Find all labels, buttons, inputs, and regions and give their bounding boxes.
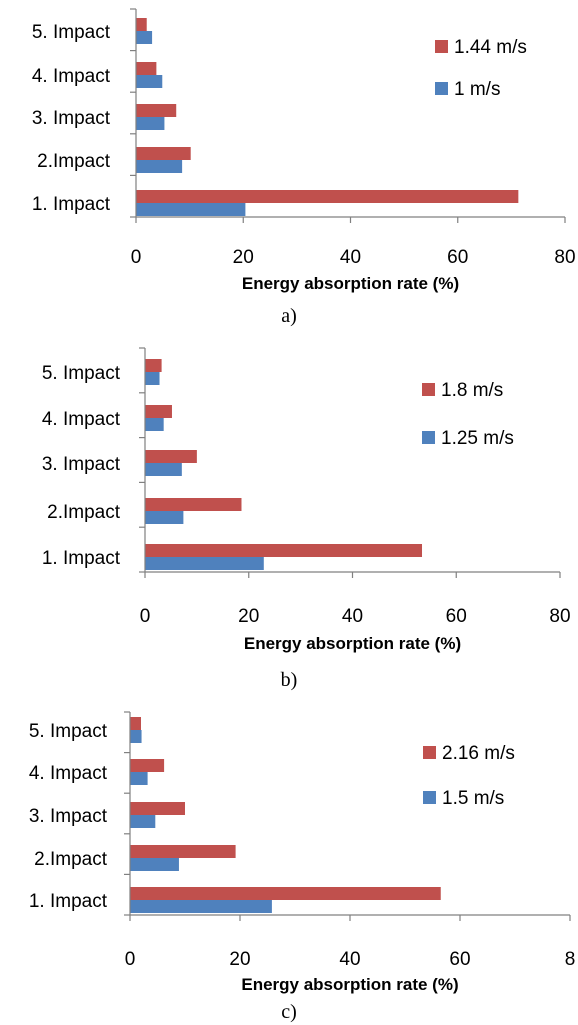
bar-1-s2-c5: [136, 31, 153, 44]
bar-2-s2-c5: [145, 372, 160, 385]
bar-2-s1-c4: [145, 405, 172, 418]
legend-swatch-1-2: [435, 82, 448, 95]
bar-3-s1-c4: [130, 759, 165, 772]
panel-caption-1: a): [281, 305, 297, 327]
category-label-1-3: 3. Impact: [32, 108, 111, 129]
x-tick-label-2-4: 80: [549, 606, 570, 627]
category-label-1-4: 4. Impact: [32, 66, 111, 87]
bar-3-s1-c5: [130, 717, 141, 730]
category-label-3-4: 4. Impact: [29, 763, 108, 784]
category-label-2-5: 5. Impact: [42, 363, 121, 384]
x-axis-title-2: Energy absorption rate (%): [244, 634, 461, 653]
bar-1-s2-c1: [136, 203, 246, 216]
bar-2-s1-c5: [145, 359, 162, 372]
legend-label-1-2: 1 m/s: [454, 79, 500, 100]
panel-caption-3: c): [281, 1001, 297, 1023]
category-label-3-2: 2.Impact: [34, 849, 108, 870]
category-label-1-2: 2.Impact: [37, 151, 111, 172]
x-tick-label-3-2: 40: [339, 949, 360, 970]
category-label-1-1: 1. Impact: [32, 194, 111, 215]
category-label-3-3: 3. Impact: [29, 806, 108, 827]
bar-2-s1-c3: [145, 450, 197, 463]
bar-3-s2-c1: [130, 900, 272, 913]
x-tick-label-1-3: 60: [447, 247, 468, 268]
bar-3-s1-c3: [130, 802, 185, 815]
bar-3-s1-c1: [130, 887, 441, 900]
legend-label-3-1: 2.16 m/s: [442, 743, 515, 764]
bar-3-s2-c2: [130, 858, 179, 871]
x-tick-label-2-2: 40: [342, 606, 363, 627]
x-axis-title-1: Energy absorption rate (%): [242, 274, 459, 293]
bar-2-s2-c3: [145, 463, 182, 476]
bar-1-s1-c1: [136, 190, 519, 203]
bar-3-s1-c2: [130, 845, 236, 858]
bar-1-s2-c3: [136, 117, 165, 130]
bar-1-s2-c2: [136, 160, 183, 173]
bar-2-s2-c4: [145, 418, 164, 431]
x-tick-label-3-3: 60: [449, 949, 470, 970]
legend-label-2-2: 1.25 m/s: [441, 428, 514, 449]
bar-1-s1-c2: [136, 147, 191, 160]
x-tick-label-1-0: 0: [131, 247, 142, 268]
legend-swatch-3-2: [423, 791, 436, 804]
legend-label-1-1: 1.44 m/s: [454, 37, 527, 58]
legend-swatch-3-1: [423, 746, 436, 759]
x-axis-title-3: Energy absorption rate (%): [241, 975, 458, 994]
x-tick-label-2-3: 60: [446, 606, 467, 627]
category-label-3-5: 5. Impact: [29, 721, 108, 742]
bar-3-s2-c3: [130, 815, 156, 828]
category-label-1-5: 5. Impact: [32, 22, 111, 43]
legend-swatch-2-1: [422, 383, 435, 396]
category-label-2-1: 1. Impact: [42, 548, 121, 569]
x-tick-label-2-1: 20: [238, 606, 259, 627]
x-tick-label-3-1: 20: [229, 949, 250, 970]
x-tick-label-3-0: 0: [125, 949, 136, 970]
legend-label-2-1: 1.8 m/s: [441, 380, 503, 401]
bar-2-s2-c2: [145, 511, 184, 524]
bar-1-s1-c5: [136, 18, 147, 31]
x-tick-label-1-2: 40: [340, 247, 361, 268]
category-label-2-3: 3. Impact: [42, 454, 121, 475]
x-tick-label-1-1: 20: [233, 247, 254, 268]
legend-swatch-2-2: [422, 431, 435, 444]
x-tick-label-2-0: 0: [140, 606, 151, 627]
panel-caption-2: b): [281, 669, 298, 691]
bar-3-s2-c5: [130, 730, 142, 743]
category-label-3-1: 1. Impact: [29, 891, 108, 912]
category-label-2-2: 2.Impact: [47, 502, 121, 523]
bar-1-s1-c4: [136, 62, 157, 75]
category-label-2-4: 4. Impact: [42, 409, 121, 430]
legend-label-3-2: 1.5 m/s: [442, 788, 504, 809]
bar-2-s1-c2: [145, 498, 242, 511]
x-tick-label-3-4: 8: [565, 949, 576, 970]
bar-2-s2-c1: [145, 557, 264, 570]
bar-2-s1-c1: [145, 544, 423, 557]
bar-1-s2-c4: [136, 75, 163, 88]
x-tick-label-1-4: 80: [554, 247, 575, 268]
legend-swatch-1-1: [435, 40, 448, 53]
bar-3-s2-c4: [130, 772, 148, 785]
bar-1-s1-c3: [136, 104, 177, 117]
